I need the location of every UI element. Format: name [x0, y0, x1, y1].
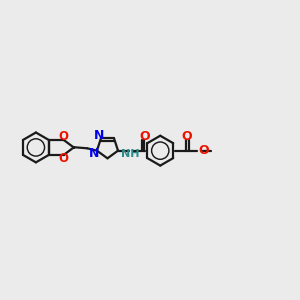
- Text: O: O: [139, 130, 150, 143]
- Text: O: O: [59, 130, 69, 143]
- Text: O: O: [59, 152, 69, 165]
- Text: O: O: [181, 130, 192, 143]
- Text: N: N: [94, 129, 104, 142]
- Text: N: N: [89, 147, 100, 160]
- Text: O: O: [198, 144, 208, 157]
- Text: NH: NH: [121, 148, 139, 159]
